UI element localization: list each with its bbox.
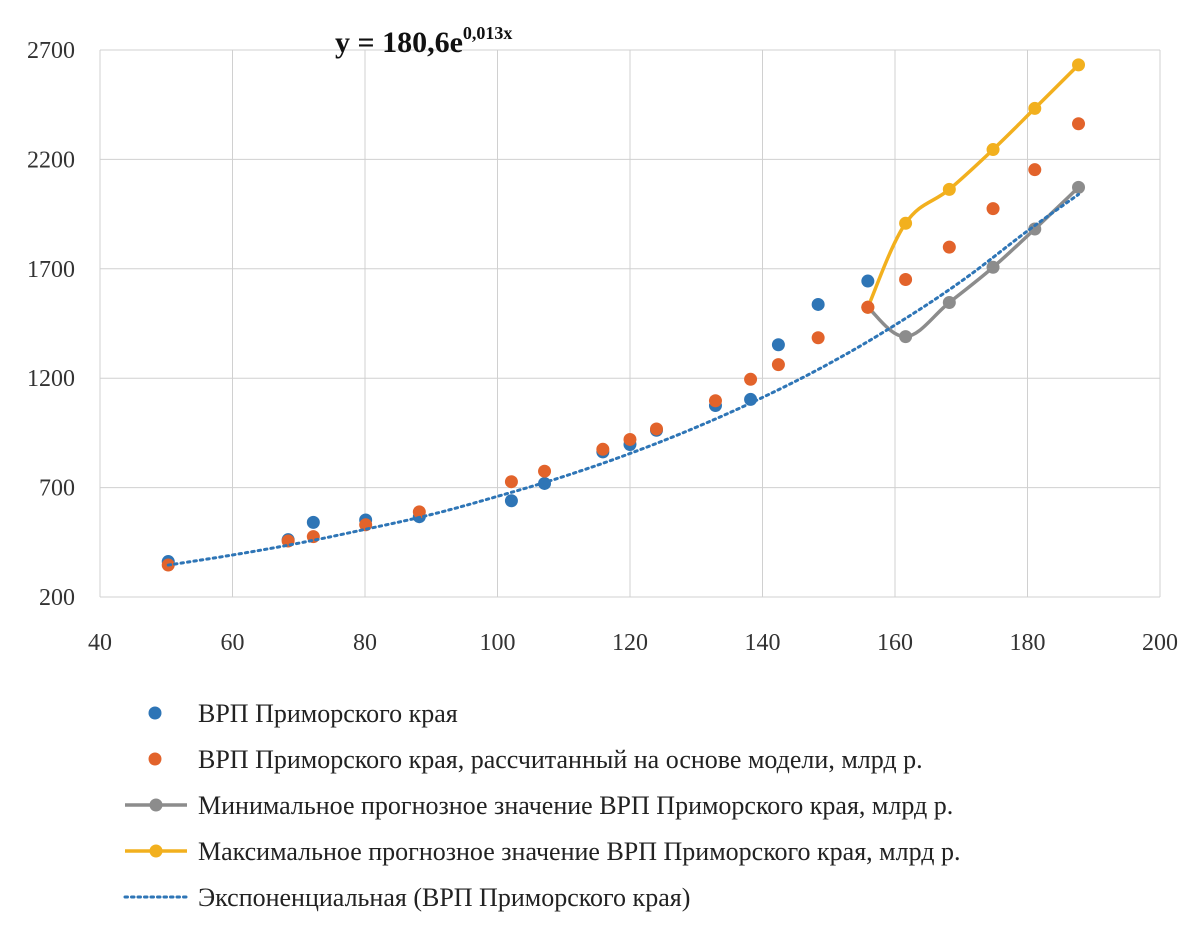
legend-label: ВРП Приморского края (198, 699, 458, 728)
series-3-marker (1028, 101, 1042, 115)
x-tick-label: 200 (1142, 630, 1178, 656)
x-tick-label: 60 (221, 630, 245, 656)
series-1-point (986, 202, 1000, 216)
grid (99, 49, 1161, 598)
legend-label: Экспоненциальная (ВРП Приморского края) (198, 883, 690, 912)
x-tick-label: 80 (353, 630, 377, 656)
series-0-point (504, 494, 518, 508)
y-tick-label: 2200 (27, 147, 75, 173)
series-0-point (306, 515, 320, 529)
legend-label: Минимальное прогнозное значение ВРП Прим… (198, 791, 953, 820)
x-tick-label: 40 (88, 630, 112, 656)
legend-marker (149, 844, 163, 858)
trend-equation: y = 180,6e0,013x (335, 23, 512, 59)
legend-label: Максимальное прогнозное значение ВРП При… (198, 837, 960, 866)
series-1-point (412, 505, 426, 519)
series-1-point (504, 475, 518, 489)
legend-marker (149, 798, 163, 812)
y-tick-label: 700 (39, 476, 75, 502)
series-0-point (771, 338, 785, 352)
series-2-marker (1028, 222, 1042, 236)
series-3-marker (986, 143, 1000, 157)
x-tick-label: 180 (1010, 630, 1046, 656)
series-2-marker (986, 260, 1000, 274)
x-tick-label: 140 (745, 630, 781, 656)
series-1-point (942, 240, 956, 254)
series-1-point (623, 432, 637, 446)
legend-item: ВРП Приморского края (148, 699, 458, 728)
legend: ВРП Приморского края ВРП Приморского края… (123, 699, 960, 912)
legend-label: ВРП Приморского края, рассчитанный на ос… (198, 745, 923, 774)
legend-item: Максимальное прогнозное значение ВРП При… (125, 837, 960, 866)
y-tick-label: 1200 (27, 366, 75, 392)
series (161, 58, 1086, 572)
series-1-point (899, 273, 913, 287)
trendline (166, 192, 1081, 567)
series-2-line (866, 186, 1080, 339)
x-tick-label: 100 (480, 630, 516, 656)
series-2-marker (899, 330, 913, 344)
x-tick-label: 120 (612, 630, 648, 656)
axes: 40 60 80 100 120 140 160 180 200 200 700 1200 1700 22… (27, 38, 1178, 656)
series-1-point (811, 331, 825, 345)
series-3-marker (942, 182, 956, 196)
y-tick-label: 200 (39, 585, 75, 611)
series-1-point (1028, 163, 1042, 177)
y-tick-label: 2700 (27, 38, 75, 64)
series-0-point (811, 297, 825, 311)
series-1-point (596, 442, 610, 456)
legend-item: Минимальное прогнозное значение ВРП Прим… (125, 791, 953, 820)
series-1-point (861, 300, 875, 314)
series-3-marker (899, 216, 913, 230)
series-2-marker (942, 295, 956, 309)
series-1-point (538, 464, 552, 478)
series-1-point (650, 422, 663, 436)
series-1-point (771, 358, 785, 372)
legend-item: ВРП Приморского края, рассчитанный на ос… (148, 745, 923, 774)
series-2-marker (1072, 180, 1086, 194)
x-tick-label: 160 (877, 630, 913, 656)
legend-marker (148, 752, 162, 766)
series-1-point (1072, 117, 1086, 131)
equation-text: y = 180,6e0,013x (335, 23, 512, 59)
y-tick-label: 1700 (27, 257, 75, 283)
legend-item: Экспоненциальная (ВРП Приморского края) (123, 883, 690, 912)
legend-marker (148, 706, 162, 720)
series-1-point (708, 394, 722, 408)
series-3-marker (1072, 58, 1086, 72)
series-1-point (744, 372, 758, 386)
series-0-point (861, 274, 875, 288)
